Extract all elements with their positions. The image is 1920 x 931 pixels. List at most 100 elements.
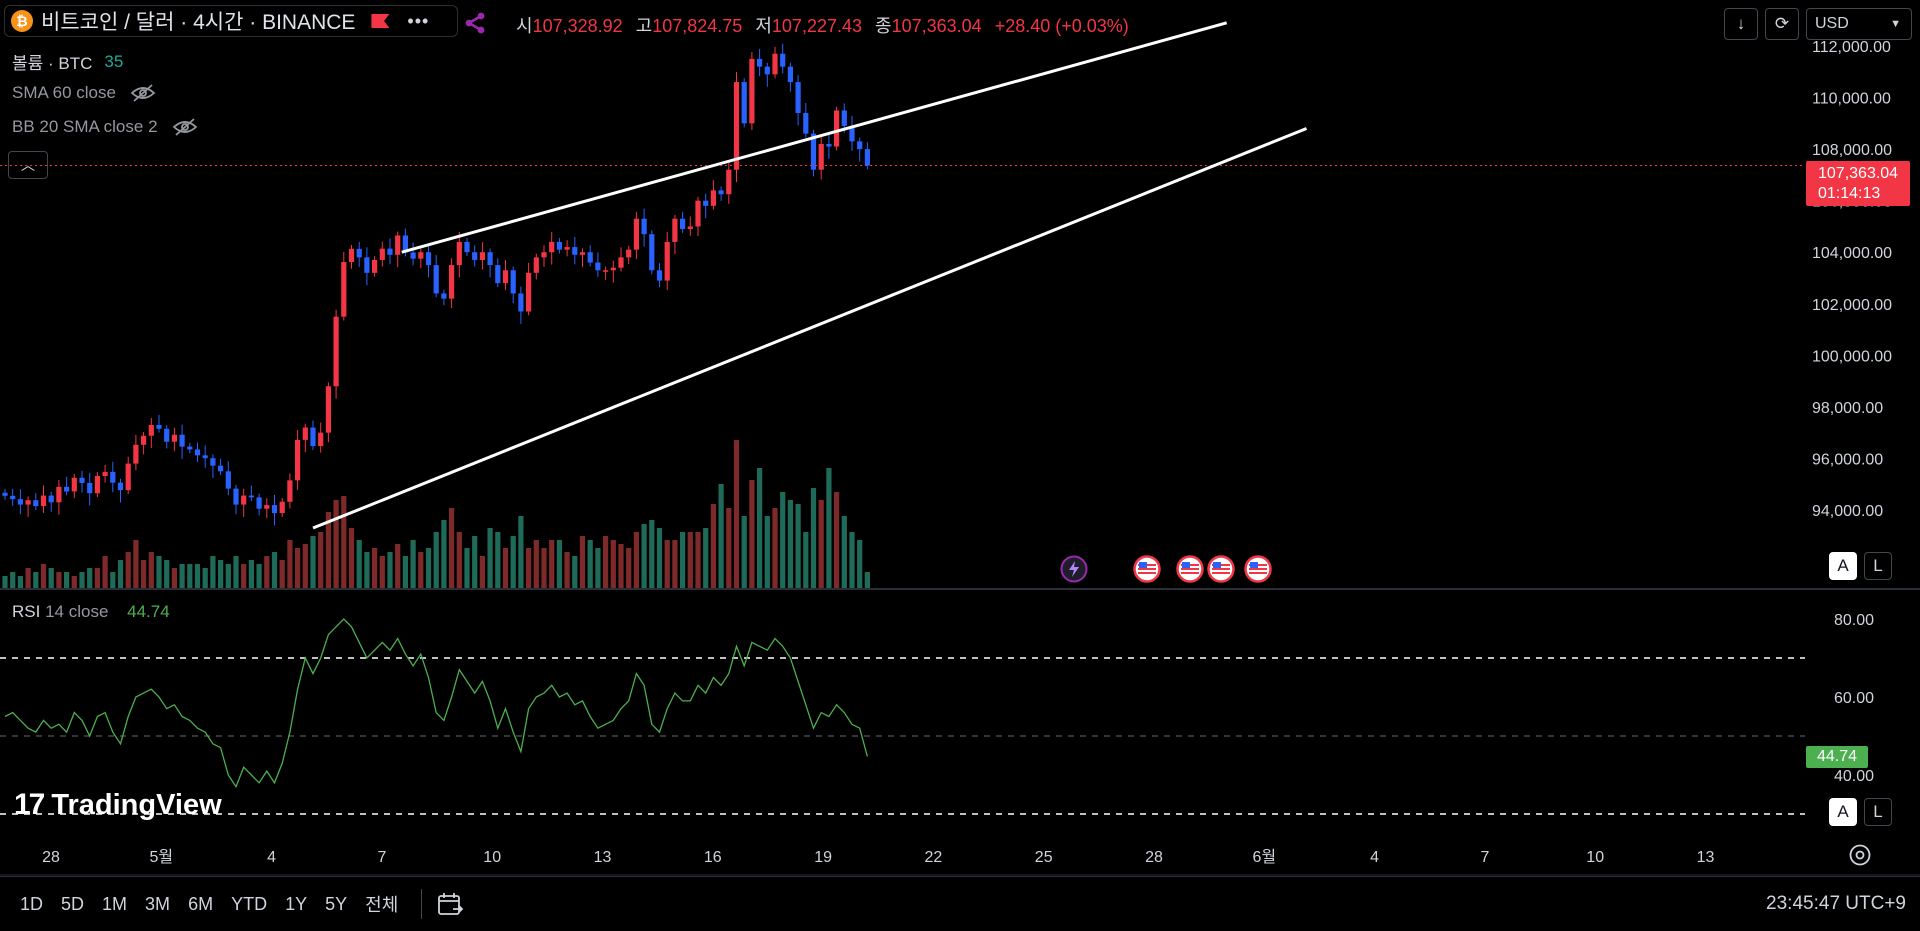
volume-bar [549,540,555,588]
currency-select[interactable]: USD ▼ [1806,8,1912,40]
candle-body [587,252,593,263]
volume-bar [479,556,485,588]
range-1d[interactable]: 1D [20,893,44,914]
flag-icon[interactable] [371,14,390,28]
candle-body [741,82,747,124]
volume-bar [33,572,39,588]
axes: 112,000.00110,000.00108,000.00106,000.00… [42,39,1892,866]
candle-body [2,492,8,496]
toolbar-divider [421,889,423,919]
collapse-legend-button[interactable]: ︿ [8,151,48,179]
settings-icon[interactable] [1848,843,1872,867]
volume-bar [171,568,177,588]
candle-body [372,259,378,273]
rsi-legend[interactable]: RSI 14 close 44.74 [12,602,170,622]
rsi-auto-scale-button[interactable]: A [1829,798,1857,826]
range-ytd[interactable]: YTD [231,893,268,914]
volume-bar [225,564,231,588]
chevron-down-icon: ▼ [1890,18,1901,30]
rsi-tick-label: 60.00 [1834,690,1874,707]
volume-bar [302,544,308,588]
eye-off-icon[interactable] [130,83,156,103]
candle-body [56,486,62,503]
volume-bar [626,548,632,588]
candle-body [40,495,47,507]
volume-bar [187,564,193,588]
us-flag-event-icon[interactable] [1207,555,1235,583]
range-all[interactable]: 전체 [365,895,399,915]
volume-bar [125,552,131,588]
rsi-log-scale-button[interactable]: L [1864,798,1892,826]
candle-body [703,200,709,206]
volume-bar [764,516,770,588]
candle-body [626,249,632,258]
time-tick-label: 4 [267,849,276,866]
volume-bar [372,548,378,588]
us-flag-event-icon[interactable] [1176,555,1204,583]
sma-legend[interactable]: SMA 60 close [12,83,156,103]
volume-bar [395,544,401,588]
symbol-header[interactable]: ₿ 비트코인 / 달러 · 4시간 · BINANCE ••• [4,5,458,37]
volume-bar [610,540,616,588]
symbol-title[interactable]: 비트코인 / 달러 · 4시간 · BINANCE [41,11,356,34]
eye-off-icon[interactable] [172,117,198,137]
volume-bar [695,532,701,588]
time-tick-label: 16 [704,849,722,866]
candle-body [464,241,470,253]
volume-bar [733,440,740,588]
us-flag-event-icon[interactable] [1244,555,1272,583]
tradingview-logo[interactable]: 17 TradingView [14,788,222,822]
candle-body [541,252,547,258]
volume-bar [772,508,778,588]
volume-legend[interactable]: 볼륨 · BTC 35 [12,49,123,74]
volume-bar [387,552,393,588]
candle-body [256,497,262,509]
price-tick-label: 94,000.00 [1812,503,1883,520]
download-button[interactable]: ↓ [1724,8,1758,40]
candle-body [194,449,201,456]
chevron-up-icon: ︿ [21,157,35,173]
log-scale-button[interactable]: L [1864,552,1892,580]
volume-label: 볼륨 · BTC [12,54,93,73]
candle-body [333,316,339,387]
volume-bar [333,500,339,588]
range-5d[interactable]: 5D [61,893,85,914]
candle-body [487,252,493,266]
volume-bar [410,540,416,588]
volume-bar [10,572,16,588]
candle-body [795,82,801,114]
volume-bar [348,528,355,588]
candle-body [849,125,855,142]
volume-bar [233,556,239,588]
volume-bar [803,532,809,588]
trend-channel[interactable] [312,21,1308,530]
last-price: 107,363.04 [1818,165,1899,182]
calendar-icon[interactable] [436,890,464,918]
candle-body [502,270,509,284]
volume-bar [749,480,755,588]
candle-body [718,190,724,195]
replay-button[interactable]: ⟳ [1765,8,1799,40]
range-3m[interactable]: 3M [145,893,171,914]
bar-countdown: 01:14:13 [1818,185,1881,202]
candle-body [680,218,686,230]
us-flag-event-icon[interactable] [1133,555,1161,583]
auto-scale-button[interactable]: A [1829,552,1857,580]
range-5y[interactable]: 5Y [325,893,348,914]
volume-bar [202,568,208,588]
more-icon[interactable]: ••• [407,10,430,31]
rsi-pane[interactable] [0,618,1805,815]
range-1m[interactable]: 1M [102,893,128,914]
clock[interactable]: 23:45:47 UTC+9 [1766,893,1906,914]
share-icon[interactable] [462,10,488,36]
bitcoin-icon: ₿ [11,10,33,32]
volume-bar [864,572,870,588]
bb-legend[interactable]: BB 20 SMA close 2 [12,117,198,137]
range-6m[interactable]: 6M [188,893,214,914]
volume-bar [718,484,724,588]
range-1y[interactable]: 1Y [285,893,308,914]
volume-bar [680,532,686,588]
lightning-event-icon[interactable] [1060,555,1088,583]
volume-bar [710,504,716,588]
